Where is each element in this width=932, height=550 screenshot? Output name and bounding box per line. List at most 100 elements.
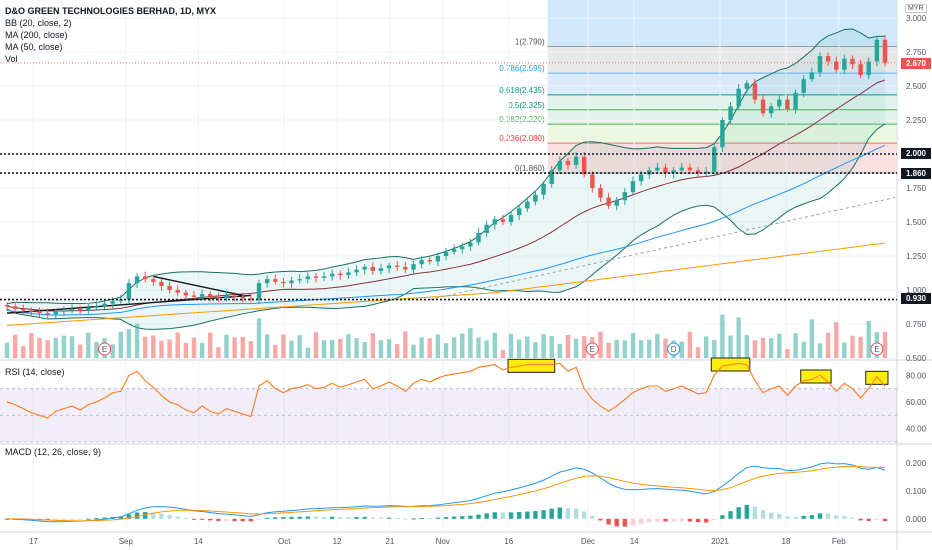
- legend-ma200[interactable]: MA (200, close): [5, 30, 68, 40]
- ma50-line: [6, 144, 886, 316]
- macd-histogram-bar: [175, 516, 180, 519]
- macd-histogram-bar: [191, 518, 197, 520]
- price-tick-label: 1.250: [906, 252, 927, 261]
- macd-histogram-bar: [606, 518, 611, 525]
- macd-histogram-bar: [403, 518, 408, 520]
- candle-body: [86, 307, 91, 311]
- macd-histogram-bar: [825, 513, 831, 519]
- volume-bar: [256, 318, 262, 358]
- candle-body: [183, 292, 189, 296]
- macd-histogram-bar: [329, 516, 335, 519]
- macd-histogram-bar: [573, 508, 579, 519]
- macd-histogram-bar: [533, 511, 538, 519]
- candle-body: [516, 208, 522, 216]
- candle-body: [858, 64, 863, 76]
- candle-body: [143, 276, 148, 280]
- volume-bar: [882, 331, 888, 358]
- volume-bar: [362, 341, 367, 358]
- candle-body: [825, 56, 831, 62]
- macd-histogram-bar: [777, 513, 782, 519]
- macd-histogram-bar: [598, 518, 603, 521]
- price-tick-label: 1.750: [906, 184, 927, 193]
- macd-histogram-bar: [541, 510, 546, 519]
- volume-bar: [411, 344, 416, 358]
- currency-label[interactable]: MYR: [905, 4, 927, 13]
- volume-bar: [329, 339, 335, 358]
- candle-body: [809, 72, 815, 80]
- candle-body: [45, 313, 50, 315]
- macd-histogram-bar: [256, 518, 262, 520]
- volume-bar: [484, 340, 489, 358]
- rsi-label[interactable]: RSI (14, close): [5, 367, 65, 377]
- candle-body: [728, 106, 733, 120]
- volume-bar: [866, 321, 871, 358]
- legend-vol[interactable]: Vol: [5, 54, 18, 64]
- macd-histogram-bar: [167, 514, 172, 519]
- macd-histogram-bar: [77, 518, 83, 520]
- triangle-upper-line: [153, 275, 243, 297]
- candle-body: [736, 88, 741, 107]
- volume-bar: [29, 333, 34, 358]
- candle-body: [720, 120, 725, 148]
- candle-body: [703, 171, 709, 174]
- volume-bar: [53, 337, 58, 358]
- macd-histogram-bar: [53, 518, 58, 521]
- volume-bar: [378, 340, 384, 358]
- macd-histogram-bar: [622, 518, 628, 527]
- candle-body: [77, 309, 83, 311]
- volume-bar: [533, 342, 538, 358]
- candle-body: [687, 167, 693, 171]
- macd-histogram-bar: [240, 518, 245, 522]
- volume-bar: [598, 331, 603, 358]
- candle-body: [630, 181, 636, 193]
- candle-body: [232, 295, 237, 297]
- macd-histogram-bar: [199, 518, 205, 520]
- volume-bar: [451, 337, 457, 358]
- fib-band: [547, 109, 897, 125]
- macd-histogram-bar: [208, 518, 213, 521]
- macd-histogram-bar: [354, 517, 359, 519]
- volume-bar: [86, 332, 91, 358]
- volume-bar: [69, 336, 75, 358]
- candle-body: [21, 309, 26, 311]
- volume-bar: [809, 319, 815, 358]
- volume-bar: [655, 334, 660, 358]
- macd-histogram-bar: [744, 505, 749, 519]
- macd-tick-label: 0.200: [906, 459, 927, 468]
- volume-bar: [110, 344, 115, 358]
- macd-histogram-bar: [224, 518, 229, 521]
- candle-body: [151, 279, 156, 282]
- macd-histogram-bar: [516, 512, 522, 519]
- legend-ma50[interactable]: MA (50, close): [5, 42, 63, 52]
- candle-body: [191, 295, 197, 297]
- macd-histogram-bar: [695, 518, 701, 523]
- macd-histogram-bar: [484, 513, 489, 519]
- event-marker-label: D: [671, 345, 677, 354]
- candle-body: [451, 249, 457, 252]
- macd-histogram-bar: [768, 512, 774, 519]
- volume-bar: [45, 340, 50, 358]
- macd-histogram-bar: [183, 518, 189, 520]
- candle-body: [240, 296, 245, 299]
- volume-bar: [305, 347, 310, 358]
- volume-bar: [338, 338, 343, 358]
- candle-body: [785, 99, 790, 110]
- macd-label[interactable]: MACD (12, 26, close, 9): [5, 447, 102, 457]
- level-tag-0930: 0.930: [901, 293, 931, 304]
- candle-body: [102, 303, 107, 307]
- macd-histogram-bar: [728, 511, 733, 519]
- volume-bar: [582, 336, 587, 358]
- candle-body: [126, 283, 132, 300]
- volume-bar: [541, 334, 546, 358]
- macd-histogram-bar: [630, 518, 636, 526]
- volume-bar: [126, 329, 132, 358]
- volume-bar: [606, 342, 611, 358]
- legend-bb[interactable]: BB (20, close, 2): [5, 18, 72, 28]
- candle-body: [354, 269, 359, 273]
- candle-body: [768, 106, 774, 114]
- volume-bar: [167, 339, 172, 358]
- event-marker: [98, 342, 112, 356]
- volume-bar: [224, 334, 229, 358]
- volume-bar: [264, 334, 270, 358]
